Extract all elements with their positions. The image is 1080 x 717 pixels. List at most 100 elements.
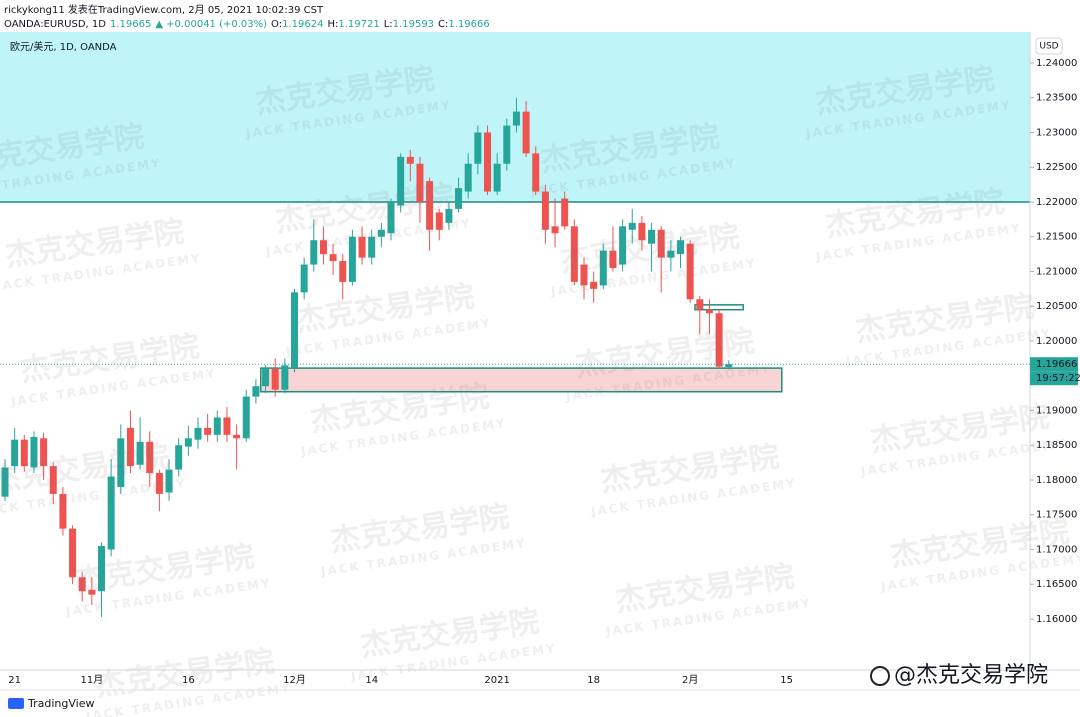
x-tick-label: 2021: [484, 675, 509, 686]
x-tick-label: 14: [365, 675, 378, 686]
ohlc-label: L:: [384, 19, 393, 30]
candle-body: [397, 156, 405, 206]
candle-body: [175, 445, 183, 470]
unit-box: [1035, 37, 1063, 55]
candle-body: [117, 438, 125, 487]
candle-body: [590, 281, 598, 289]
candle-body: [406, 156, 414, 164]
x-tick-label: 21: [8, 675, 21, 686]
ohlc-label: C:: [438, 19, 448, 30]
y-tick-label: 1.24000: [1036, 58, 1077, 69]
x-tick-label: 2月: [682, 674, 698, 686]
change: ▲ +0.00041 (+0.03%): [155, 19, 267, 30]
candle-body: [126, 427, 134, 467]
candle-body: [281, 365, 289, 390]
y-tick-label: 1.21000: [1036, 266, 1077, 277]
y-tick-label: 1.20000: [1036, 336, 1077, 347]
candle-body: [252, 386, 260, 397]
candle-body: [78, 577, 86, 592]
candles: [1, 97, 733, 617]
y-tick-label: 1.23500: [1036, 93, 1077, 104]
ohlc-value: 1.19624: [282, 19, 323, 30]
candle-body: [98, 546, 105, 592]
candle-body: [368, 236, 376, 258]
candle-body: [300, 264, 308, 293]
last-price-box: [1030, 357, 1078, 372]
candle-body: [455, 188, 463, 209]
price: 1.19665: [110, 19, 151, 30]
ohlc-label: O:: [271, 19, 282, 30]
candle-body: [155, 473, 163, 494]
candle-body: [609, 250, 617, 269]
candle-body: [464, 163, 472, 192]
candle-body: [107, 476, 115, 550]
candle-body: [377, 229, 385, 237]
candle-body: [426, 181, 434, 230]
candle-body: [638, 222, 646, 241]
candle-body: [329, 254, 337, 262]
candle-body: [715, 313, 723, 367]
candle-body: [435, 212, 443, 230]
candle-body: [648, 229, 656, 244]
countdown-box: [1030, 371, 1078, 386]
candle-body: [580, 264, 588, 286]
chart-title: 欧元/美元, 1D, OANDA: [10, 40, 117, 53]
candle-body: [503, 125, 511, 164]
tradingview-logo: TradingView: [8, 697, 94, 710]
y-tick-label: 1.19000: [1036, 405, 1077, 416]
candle-body: [387, 201, 395, 234]
candle-body: [484, 132, 491, 192]
candle-body: [725, 364, 733, 368]
x-tick-label: 11月: [80, 674, 103, 686]
y-tick-label: 1.21500: [1036, 232, 1077, 243]
x-tick-label: 15: [780, 675, 793, 686]
candle-body: [233, 434, 241, 439]
candle-body: [88, 589, 96, 595]
candle-body: [522, 111, 530, 154]
candle-body: [512, 111, 520, 126]
x-tick-label: 16: [182, 675, 195, 686]
y-tick-label: 1.18500: [1036, 440, 1077, 451]
candle-body: [310, 240, 318, 265]
candle-body: [667, 250, 675, 258]
y-unit: USD: [1039, 42, 1058, 52]
candle-body: [599, 250, 607, 286]
candle-body: [339, 261, 347, 282]
candle-body: [223, 417, 231, 435]
y-tick-label: 1.22500: [1036, 162, 1077, 173]
candle-body: [541, 191, 549, 230]
y-tick-label: 1.17500: [1036, 510, 1077, 521]
candle-body: [146, 441, 154, 474]
candle-body: [561, 198, 569, 227]
candle-body: [696, 299, 704, 310]
candle-body: [291, 292, 298, 368]
logo-text: TradingView: [27, 697, 94, 710]
candle-body: [416, 163, 424, 202]
candle-body: [213, 417, 221, 435]
y-tick-label: 1.16500: [1036, 579, 1077, 590]
y-tick-label: 1.20500: [1036, 301, 1077, 312]
candle-body: [570, 226, 578, 282]
candle-body: [445, 208, 453, 223]
credit: @杰克交易学院: [894, 663, 1048, 688]
candle-body: [532, 153, 540, 192]
x-tick-label: 12月: [283, 674, 306, 686]
symbol: OANDA:EURUSD, 1D: [4, 19, 106, 30]
candle-body: [686, 243, 694, 300]
zone-box: [259, 367, 783, 393]
candle-body: [262, 368, 270, 387]
candle-body: [677, 240, 684, 255]
candle-body: [619, 226, 627, 265]
candle-body: [30, 436, 38, 468]
candle-body: [165, 469, 173, 493]
countdown: 19:57:22: [1036, 373, 1080, 384]
candle-body: [20, 439, 28, 467]
candle-body: [319, 240, 327, 255]
candle-body: [657, 229, 665, 258]
ohlc-label: H:: [327, 19, 338, 30]
ohlc-value: 1.19721: [338, 19, 379, 30]
candle-body: [358, 236, 366, 258]
candle-body: [271, 368, 279, 390]
